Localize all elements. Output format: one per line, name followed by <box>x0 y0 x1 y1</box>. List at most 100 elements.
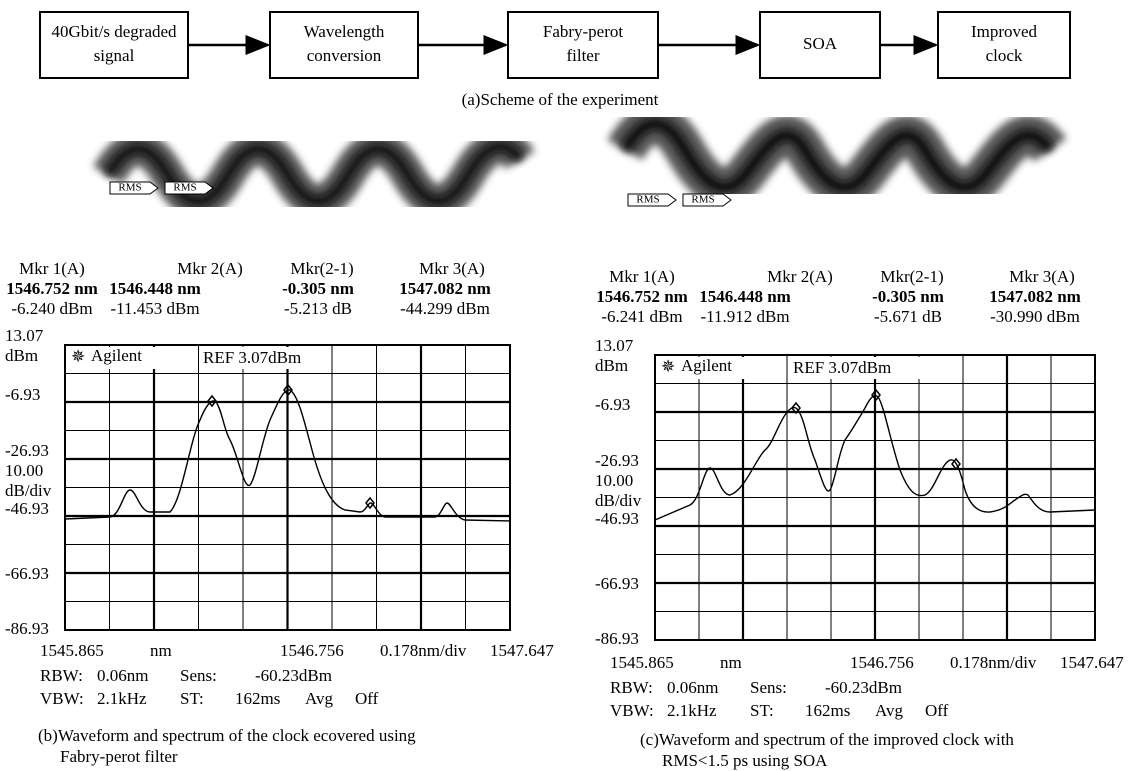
waveform-left <box>108 118 520 232</box>
setting: ST: <box>750 701 774 720</box>
scheme-block-label: signal <box>94 46 135 65</box>
scheme-block-label: conversion <box>307 46 382 65</box>
marker-power: -30.990 dBm <box>990 307 1080 326</box>
x-axis-label: 0.178nm/div <box>950 653 1037 672</box>
marker-wavelength: 1546.752 nm <box>596 287 688 306</box>
scheme-block-label: filter <box>566 46 599 65</box>
x-axis-label: 1545.865 <box>40 641 104 660</box>
x-axis-label: nm <box>720 653 742 672</box>
marker-name: Mkr 1(A) <box>609 267 675 286</box>
y-axis-label: dB/div <box>5 481 52 500</box>
scheme-block-label: SOA <box>803 34 838 53</box>
marker-wavelength: -0.305 nm <box>872 287 944 306</box>
setting: VBW: <box>40 689 84 708</box>
scheme-block-label: Fabry-perot <box>543 22 624 41</box>
marker-name: Mkr(2-1) <box>290 259 353 278</box>
y-axis-label: 10.00 <box>595 471 633 490</box>
y-axis-label: -46.93 <box>595 509 639 528</box>
y-axis-label: -26.93 <box>595 451 639 470</box>
setting: -60.23dBm <box>255 666 332 685</box>
y-axis-label: -86.93 <box>595 629 639 648</box>
y-axis-label: -26.93 <box>5 441 49 460</box>
figure: 40Gbit/s degraded signal Wavelength convers… <box>0 0 1138 771</box>
y-axis-label: dBm <box>595 356 628 375</box>
brand-star: ✵ <box>661 357 675 376</box>
setting: -60.23dBm <box>825 678 902 697</box>
setting: 2.1kHz <box>97 689 147 708</box>
setting: VBW: <box>610 701 654 720</box>
marker-wavelength: 1546.448 nm <box>699 287 791 306</box>
setting: RBW: <box>610 678 653 697</box>
marker-wavelength: 1547.082 nm <box>989 287 1081 306</box>
y-axis-label: -66.93 <box>595 574 639 593</box>
y-axis-label: -6.93 <box>5 385 40 404</box>
brand: Agilent <box>681 356 732 375</box>
y-axis-label: 13.07 <box>595 336 634 355</box>
waveform-tag-label: RMS <box>118 182 141 194</box>
setting: 0.06nm <box>667 678 718 697</box>
x-axis-label: nm <box>150 641 172 660</box>
setting: 162ms <box>235 689 280 708</box>
marker-power: -11.453 dBm <box>110 299 199 318</box>
waveform-tag-label: RMS <box>636 194 659 206</box>
marker-diamonds <box>208 385 960 508</box>
marker-name: Mkr 1(A) <box>19 259 85 278</box>
waveform-tag-label: RMS <box>691 194 714 206</box>
marker-power: -11.912 dBm <box>700 307 789 326</box>
scheme-caption: (a)Scheme of the experiment <box>462 90 659 109</box>
y-axis-label: -46.93 <box>5 499 49 518</box>
brand-star: ✵ <box>71 347 85 366</box>
panel-caption: RMS<1.5 ps using SOA <box>662 751 828 770</box>
y-axis-label: -86.93 <box>5 619 49 638</box>
marker-wavelength: 1546.752 nm <box>6 279 98 298</box>
y-axis-label: dBm <box>5 346 38 365</box>
scheme-block-label: Wavelength <box>304 22 385 41</box>
setting: Avg <box>875 701 904 720</box>
marker-wavelength: 1546.448 nm <box>109 279 201 298</box>
setting: Avg <box>305 689 334 708</box>
setting: ST: <box>180 689 204 708</box>
setting: Sens: <box>750 678 787 697</box>
marker-wavelength: -0.305 nm <box>282 279 354 298</box>
x-axis-label: 1546.756 <box>280 641 344 660</box>
scheme-block-label: Improved <box>971 22 1038 41</box>
marker-power: -5.213 dB <box>284 299 352 318</box>
marker-power: -6.241 dBm <box>601 307 682 326</box>
brand: Agilent <box>91 346 142 365</box>
setting: Off <box>355 689 379 708</box>
reference-level: REF 3.07dBm <box>203 348 301 367</box>
scheme-block-label: 40Gbit/s degraded <box>51 22 177 41</box>
marker-name: Mkr(2-1) <box>880 267 943 286</box>
panel-caption: Fabry-perot filter <box>60 747 178 766</box>
panel-caption: (c)Waveform and spectrum of the improved… <box>640 730 1014 749</box>
marker-name: Mkr 2(A) <box>767 267 833 286</box>
marker-name: Mkr 3(A) <box>1009 267 1075 286</box>
x-axis-label: 1547.647 <box>490 641 554 660</box>
x-axis-label: 1545.865 <box>610 653 674 672</box>
setting: 2.1kHz <box>667 701 717 720</box>
setting: Sens: <box>180 666 217 685</box>
reference-level: REF 3.07dBm <box>793 358 891 377</box>
marker-name: Mkr 3(A) <box>419 259 485 278</box>
x-axis-label: 1547.647 <box>1060 653 1124 672</box>
marker-power: -5.671 dB <box>874 307 942 326</box>
panel-caption: (b)Waveform and spectrum of the clock ec… <box>38 726 416 745</box>
x-axis-label: 0.178nm/div <box>380 641 467 660</box>
marker-power: -6.240 dBm <box>11 299 92 318</box>
y-axis-label: dB/div <box>595 491 642 510</box>
waveform-tag-label: RMS <box>173 182 196 194</box>
y-axis-label: 10.00 <box>5 461 43 480</box>
setting: 0.06nm <box>97 666 148 685</box>
waveform-right <box>625 110 1050 245</box>
y-axis-label: 13.07 <box>5 326 44 345</box>
setting: Off <box>925 701 949 720</box>
x-axis-label: 1546.756 <box>850 653 914 672</box>
marker-name: Mkr 2(A) <box>177 259 243 278</box>
y-axis-label: -66.93 <box>5 564 49 583</box>
setting: 162ms <box>805 701 850 720</box>
y-axis-label: -6.93 <box>595 395 630 414</box>
scheme-block-label: clock <box>986 46 1023 65</box>
marker-wavelength: 1547.082 nm <box>399 279 491 298</box>
marker-power: -44.299 dBm <box>400 299 490 318</box>
setting: RBW: <box>40 666 83 685</box>
